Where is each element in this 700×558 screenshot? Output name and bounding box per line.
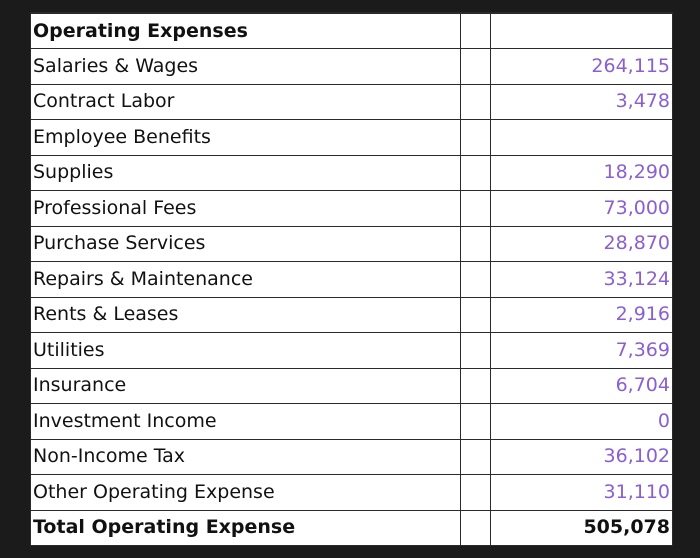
row-value[interactable]: 73,000 <box>490 190 673 227</box>
row-label[interactable]: Purchase Services <box>30 225 461 262</box>
table-row: Professional Fees 73,000 <box>30 190 673 227</box>
empty-cell[interactable] <box>460 48 491 85</box>
empty-cell[interactable] <box>460 332 491 369</box>
table-row: Other Operating Expense 31,110 <box>30 474 673 511</box>
table-row: Investment Income 0 <box>30 403 673 440</box>
row-value[interactable]: 7,369 <box>490 332 673 369</box>
table-row: Utilities 7,369 <box>30 332 673 369</box>
empty-cell[interactable] <box>460 261 491 298</box>
empty-cell[interactable] <box>460 83 491 120</box>
operating-expenses-table: Operating Expenses Salaries & Wages 264,… <box>30 12 673 546</box>
header-label[interactable]: Operating Expenses <box>30 12 461 49</box>
table-row: Repairs & Maintenance 33,124 <box>30 261 673 298</box>
row-value[interactable]: 0 <box>490 403 673 440</box>
empty-cell[interactable] <box>460 438 491 475</box>
row-value[interactable]: 2,916 <box>490 296 673 333</box>
table-row: Rents & Leases 2,916 <box>30 296 673 333</box>
row-label[interactable]: Employee Benefits <box>30 119 461 156</box>
row-label[interactable]: Supplies <box>30 154 461 191</box>
row-value[interactable]: 3,478 <box>490 83 673 120</box>
row-label[interactable]: Salaries & Wages <box>30 48 461 85</box>
table-row: Salaries & Wages 264,115 <box>30 48 673 85</box>
table-row: Employee Benefits <box>30 119 673 156</box>
row-label[interactable]: Insurance <box>30 367 461 404</box>
empty-cell[interactable] <box>460 190 491 227</box>
total-label[interactable]: Total Operating Expense <box>30 509 461 546</box>
table-row: Insurance 6,704 <box>30 367 673 404</box>
row-label[interactable]: Utilities <box>30 332 461 369</box>
row-value[interactable]: 264,115 <box>490 48 673 85</box>
row-value[interactable]: 6,704 <box>490 367 673 404</box>
total-value[interactable]: 505,078 <box>490 509 673 546</box>
row-label[interactable]: Rents & Leases <box>30 296 461 333</box>
total-row: Total Operating Expense 505,078 <box>30 509 673 546</box>
table-row: Non-Income Tax 36,102 <box>30 438 673 475</box>
row-label[interactable]: Professional Fees <box>30 190 461 227</box>
row-label[interactable]: Investment Income <box>30 403 461 440</box>
empty-cell[interactable] <box>460 154 491 191</box>
table-row: Contract Labor 3,478 <box>30 83 673 120</box>
header-row: Operating Expenses <box>30 12 673 49</box>
row-label[interactable]: Non-Income Tax <box>30 438 461 475</box>
table-row: Purchase Services 28,870 <box>30 225 673 262</box>
row-label[interactable]: Repairs & Maintenance <box>30 261 461 298</box>
empty-cell[interactable] <box>460 12 491 49</box>
empty-cell[interactable] <box>460 367 491 404</box>
row-value[interactable]: 31,110 <box>490 474 673 511</box>
row-value[interactable]: 28,870 <box>490 225 673 262</box>
empty-cell[interactable] <box>460 403 491 440</box>
empty-cell[interactable] <box>460 119 491 156</box>
row-value[interactable] <box>490 119 673 156</box>
table-row: Supplies 18,290 <box>30 154 673 191</box>
empty-cell[interactable] <box>460 225 491 262</box>
row-value[interactable]: 36,102 <box>490 438 673 475</box>
empty-cell[interactable] <box>460 296 491 333</box>
empty-cell[interactable] <box>460 509 491 546</box>
empty-cell[interactable] <box>460 474 491 511</box>
empty-cell[interactable] <box>490 12 673 49</box>
row-value[interactable]: 33,124 <box>490 261 673 298</box>
row-value[interactable]: 18,290 <box>490 154 673 191</box>
row-label[interactable]: Contract Labor <box>30 83 461 120</box>
row-label[interactable]: Other Operating Expense <box>30 474 461 511</box>
